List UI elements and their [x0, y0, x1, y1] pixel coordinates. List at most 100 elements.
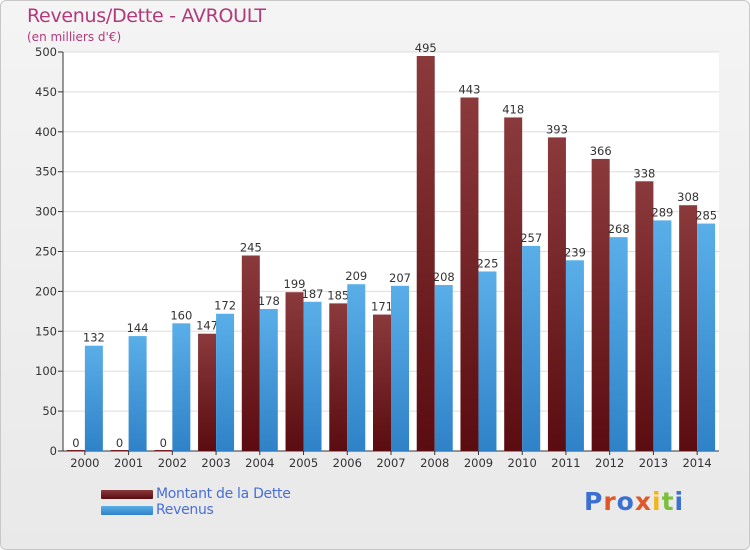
bar-revenus — [478, 271, 497, 451]
x-tick-label: 2001 — [114, 456, 143, 470]
bar-revenus — [347, 284, 366, 451]
data-label-revenus: 209 — [345, 269, 367, 283]
x-tick-label: 2014 — [682, 456, 711, 470]
data-label-dette: 393 — [546, 122, 568, 136]
y-tick-label: 150 — [35, 324, 57, 338]
bar-dette — [110, 450, 129, 451]
data-label-dette: 366 — [590, 144, 612, 158]
data-label-revenus: 187 — [302, 287, 324, 301]
data-label-revenus: 225 — [476, 256, 498, 270]
y-tick-label: 350 — [35, 165, 57, 179]
bar-dette — [329, 303, 348, 451]
x-tick-label: 2005 — [289, 456, 318, 470]
bar-revenus — [391, 285, 409, 451]
x-tick-label: 2002 — [158, 456, 187, 470]
data-label-revenus: 144 — [127, 321, 149, 335]
bar-revenus — [84, 345, 103, 451]
y-tick-label: 300 — [35, 205, 57, 219]
x-tick-label: 2010 — [508, 456, 537, 470]
y-tick-label: 450 — [35, 85, 57, 99]
logo-letter: x — [634, 487, 652, 516]
bar-dette — [547, 137, 566, 452]
x-tick-label: 2012 — [595, 456, 624, 470]
data-label-revenus: 207 — [389, 271, 411, 285]
y-tick-label: 250 — [35, 245, 57, 259]
data-label-revenus: 289 — [651, 205, 673, 219]
x-tick-label: 2003 — [201, 456, 230, 470]
logo-letter: r — [603, 487, 617, 516]
bar-dette — [154, 450, 173, 451]
bar-dette — [504, 117, 523, 451]
data-label-dette: 171 — [371, 300, 393, 314]
bar-revenus — [653, 220, 672, 451]
x-tick-label: 2009 — [464, 456, 493, 470]
bar-dette — [241, 255, 260, 451]
data-label-dette: 147 — [196, 319, 218, 333]
data-label-dette: 245 — [240, 240, 262, 254]
data-label-dette: 443 — [458, 82, 480, 96]
x-tick-label: 2004 — [245, 456, 274, 470]
bar-revenus — [303, 301, 322, 451]
chart-subtitle: (en milliers d'€) — [27, 30, 122, 44]
bar-revenus — [434, 285, 453, 451]
bar-revenus — [565, 260, 584, 451]
data-label-revenus: 285 — [695, 209, 717, 223]
x-tick-label: 2006 — [333, 456, 362, 470]
bar-dette — [66, 450, 85, 451]
logo-letter: t — [661, 487, 675, 516]
bar-dette — [373, 314, 391, 451]
data-label-revenus: 268 — [608, 222, 630, 236]
y-tick-label: 400 — [35, 125, 57, 139]
logo-letter: i — [674, 487, 685, 516]
y-tick-label: 0 — [50, 444, 57, 458]
y-tick-label: 100 — [35, 364, 57, 378]
proxiti-logo: Proxiti — [584, 487, 684, 516]
bar-revenus — [259, 308, 278, 451]
legend-swatch-dette — [101, 490, 153, 499]
x-tick-label: 2013 — [639, 456, 668, 470]
data-label-revenus: 160 — [170, 308, 192, 322]
legend-swatch-revenus — [101, 506, 153, 515]
x-tick-label: 2008 — [420, 456, 449, 470]
bar-revenus — [697, 223, 716, 451]
bar-revenus — [522, 245, 541, 451]
data-label-revenus: 239 — [564, 245, 586, 259]
data-label-revenus: 132 — [83, 331, 105, 345]
x-tick-label: 2007 — [376, 456, 405, 470]
bar-dette — [635, 181, 654, 451]
data-label-revenus: 257 — [520, 231, 542, 245]
data-label-revenus: 172 — [214, 299, 236, 313]
x-tick-label: 2000 — [70, 456, 99, 470]
bar-dette — [591, 158, 610, 451]
y-tick-label: 200 — [35, 284, 57, 298]
data-label-dette: 0 — [160, 436, 167, 450]
data-label-dette: 0 — [116, 436, 123, 450]
legend-label-revenus: Revenus — [156, 502, 214, 518]
bar-dette — [679, 205, 698, 451]
x-tick-label: 2011 — [551, 456, 580, 470]
data-label-dette: 418 — [502, 102, 524, 116]
data-label-dette: 199 — [284, 277, 306, 291]
data-label-dette: 308 — [677, 190, 699, 204]
y-tick-label: 50 — [42, 404, 57, 418]
logo-letter: i — [652, 487, 662, 516]
bar-revenus — [216, 313, 235, 451]
data-label-dette: 0 — [72, 436, 79, 450]
data-label-revenus: 178 — [258, 294, 280, 308]
bar-dette — [198, 333, 217, 451]
y-tick-label: 500 — [35, 45, 57, 59]
bar-dette — [416, 55, 435, 452]
data-label-dette: 185 — [327, 288, 349, 302]
bar-revenus — [172, 323, 191, 451]
data-label-revenus: 208 — [433, 270, 455, 284]
logo-letter: o — [616, 487, 635, 516]
bar-revenus — [128, 336, 147, 451]
bar-dette — [285, 292, 304, 451]
bar-revenus — [609, 237, 628, 451]
legend-label-dette: Montant de la Dette — [156, 486, 291, 502]
logo-letter: P — [584, 487, 604, 516]
chart-title: Revenus/Dette - AVROULT — [27, 5, 266, 27]
data-label-dette: 495 — [415, 41, 437, 55]
